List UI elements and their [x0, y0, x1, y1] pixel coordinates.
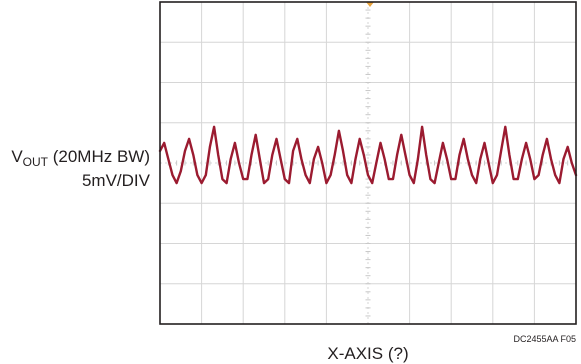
- figure-code: DC2455AA F05: [513, 334, 576, 344]
- y-axis-scale-label: 5mV/DIV: [82, 171, 151, 190]
- x-axis-label: X-AXIS (?): [327, 344, 408, 363]
- y-axis-label-qualifier: (20MHz BW): [48, 147, 150, 166]
- y-axis-label-subscript: OUT: [23, 155, 49, 169]
- y-axis-label-symbol: V: [11, 147, 23, 166]
- y-axis-label: VOUT (20MHz BW): [11, 147, 150, 169]
